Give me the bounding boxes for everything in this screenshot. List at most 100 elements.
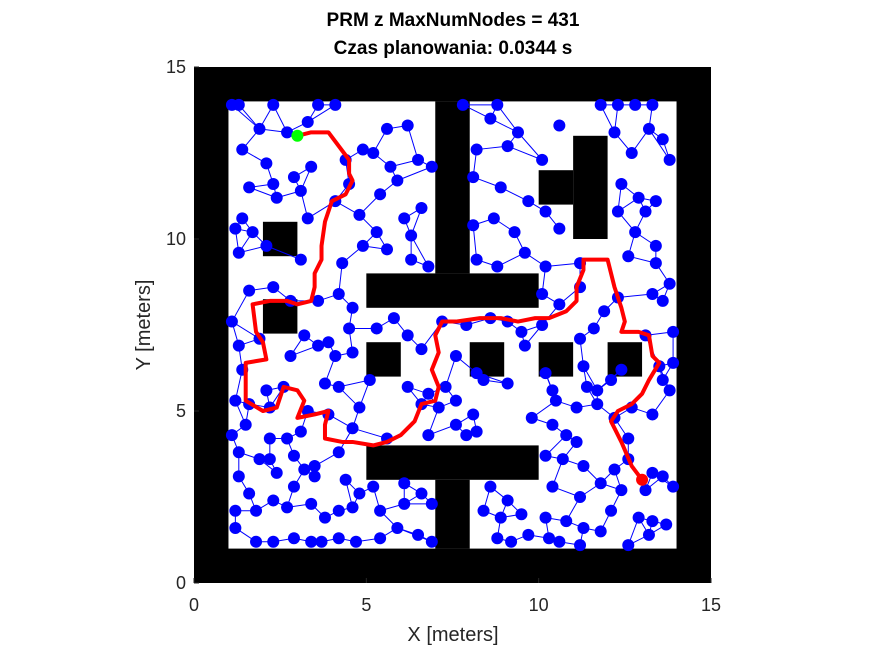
roadmap-node bbox=[622, 432, 635, 445]
roadmap-node bbox=[605, 374, 618, 387]
roadmap-node bbox=[477, 374, 490, 387]
chart-title-line-1: PRM z MaxNumNodes = 431 bbox=[327, 10, 580, 31]
roadmap-node bbox=[294, 425, 307, 438]
roadmap-node bbox=[518, 339, 531, 352]
obstacle-block bbox=[366, 342, 401, 377]
roadmap-edge bbox=[266, 245, 302, 261]
planned-path bbox=[243, 130, 662, 482]
roadmap-node bbox=[356, 143, 369, 156]
roadmap-node bbox=[574, 332, 587, 345]
roadmap-node bbox=[570, 401, 583, 414]
y-axis-label: Y [meters] bbox=[133, 280, 155, 371]
roadmap-node bbox=[639, 205, 652, 218]
roadmap-node bbox=[539, 260, 552, 273]
roadmap-node bbox=[398, 212, 411, 225]
roadmap-node bbox=[415, 202, 428, 215]
roadmap-node bbox=[370, 322, 383, 335]
roadmap-node bbox=[460, 429, 473, 442]
x-tick-label: 0 bbox=[189, 595, 199, 615]
roadmap-node bbox=[422, 260, 435, 273]
roadmap-node bbox=[608, 126, 621, 139]
roadmap-node bbox=[239, 418, 252, 431]
roadmap-node bbox=[374, 188, 387, 201]
roadmap-node bbox=[587, 322, 600, 335]
roadmap-node bbox=[305, 535, 318, 548]
roadmap-node bbox=[401, 119, 414, 132]
roadmap-node bbox=[484, 480, 497, 493]
roadmap-node bbox=[312, 339, 325, 352]
roadmap-node bbox=[615, 177, 628, 190]
obstacle-block bbox=[194, 67, 229, 583]
y-axis-ticks: 0 5 10 15 bbox=[166, 57, 199, 593]
roadmap-node bbox=[391, 521, 404, 534]
x-tick-label: 5 bbox=[361, 595, 371, 615]
roadmap-node bbox=[615, 484, 628, 497]
roadmap-node bbox=[605, 504, 618, 517]
roadmap-node bbox=[539, 367, 552, 380]
roadmap-node bbox=[556, 453, 569, 466]
roadmap-node bbox=[332, 288, 345, 301]
roadmap-node bbox=[622, 250, 635, 263]
roadmap-node bbox=[301, 116, 314, 129]
roadmap-node bbox=[270, 466, 283, 479]
roadmap-node bbox=[422, 387, 435, 400]
roadmap-node bbox=[391, 174, 404, 187]
roadmap-node bbox=[467, 408, 480, 421]
roadmap-node bbox=[536, 288, 549, 301]
roadmap-node bbox=[560, 515, 573, 528]
roadmap-node bbox=[281, 501, 294, 514]
roadmap-node bbox=[574, 539, 587, 552]
roadmap-node bbox=[649, 257, 662, 270]
roadmap-node bbox=[332, 380, 345, 393]
obstacle-block bbox=[194, 67, 711, 102]
roadmap-node bbox=[405, 229, 418, 242]
roadmap-node bbox=[298, 463, 311, 476]
roadmap-node bbox=[298, 329, 311, 342]
roadmap-node bbox=[629, 226, 642, 239]
roadmap-node bbox=[470, 143, 483, 156]
roadmap-node bbox=[346, 346, 359, 359]
roadmap-node bbox=[339, 473, 352, 486]
roadmap-node bbox=[263, 453, 276, 466]
roadmap-node bbox=[432, 401, 445, 414]
roadmap-node bbox=[632, 511, 645, 524]
roadmap-node bbox=[229, 521, 242, 534]
roadmap-node bbox=[401, 329, 414, 342]
y-tick-label: 5 bbox=[176, 401, 186, 421]
roadmap-nodes bbox=[225, 98, 680, 552]
roadmap-node bbox=[305, 497, 318, 510]
roadmap-node bbox=[608, 463, 621, 476]
roadmap-node bbox=[594, 477, 607, 490]
roadmap-node bbox=[536, 319, 549, 331]
y-tick-label: 10 bbox=[166, 229, 186, 249]
roadmap-node bbox=[491, 260, 504, 273]
roadmap-node bbox=[267, 98, 280, 111]
roadmap-node bbox=[591, 398, 604, 411]
obstacle-block bbox=[194, 548, 711, 583]
roadmap-node bbox=[642, 122, 655, 135]
roadmap-node bbox=[522, 528, 535, 541]
roadmap-node bbox=[267, 177, 280, 190]
roadmap-node bbox=[346, 501, 359, 514]
roadmap-node bbox=[332, 532, 345, 545]
roadmap-node bbox=[501, 140, 514, 153]
roadmap-node bbox=[546, 480, 559, 493]
roadmap-node bbox=[232, 446, 245, 459]
roadmap-node bbox=[332, 446, 345, 459]
roadmap-node bbox=[543, 532, 556, 545]
roadmap-node bbox=[356, 239, 369, 252]
roadmap-node bbox=[232, 246, 245, 259]
roadmap-node bbox=[243, 487, 256, 500]
roadmap-node bbox=[384, 160, 397, 173]
roadmap-node bbox=[318, 377, 331, 390]
roadmap-node bbox=[649, 195, 662, 208]
roadmap-node bbox=[591, 384, 604, 397]
roadmap-node bbox=[381, 243, 394, 256]
roadmap-node bbox=[646, 515, 659, 528]
roadmap-node bbox=[301, 212, 314, 225]
roadmap-node bbox=[305, 160, 318, 173]
x-tick-label: 10 bbox=[529, 595, 549, 615]
roadmap-node bbox=[663, 384, 676, 397]
roadmap-node bbox=[622, 539, 635, 552]
roadmap-node bbox=[660, 518, 673, 531]
